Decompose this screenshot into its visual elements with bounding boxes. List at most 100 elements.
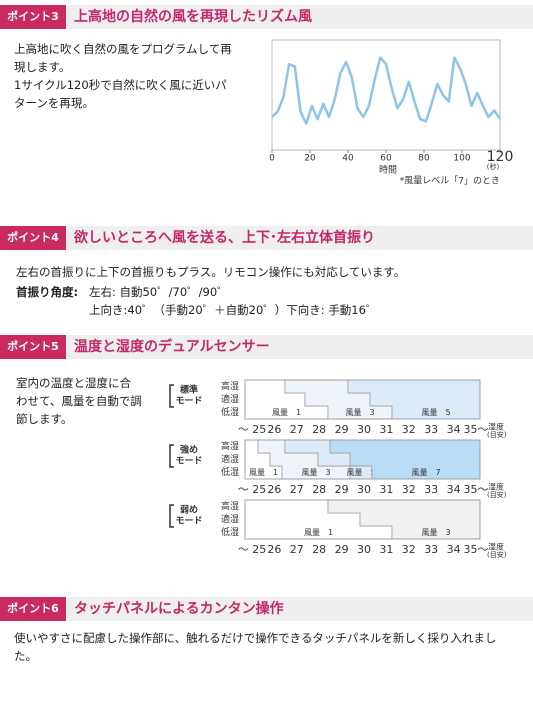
plot-frame (271, 39, 501, 151)
x-tick-label: 20 (304, 154, 316, 164)
temp-label: 26 (267, 483, 281, 496)
temp-label: 27 (290, 423, 304, 436)
axis-label: 湿度 (488, 422, 504, 432)
zone-label: 風量 3 (301, 468, 330, 477)
grid-frame (244, 379, 481, 420)
zone-label: 風量 1 (249, 468, 278, 477)
temp-label: 31 (379, 423, 393, 436)
section-header: ポイント3 上高地の自然の風を再現したリズム風 (0, 5, 533, 29)
zone-label: 風量 3 (421, 528, 450, 537)
temp-label: 28 (312, 483, 326, 496)
temp-label: 29 (335, 423, 349, 436)
body-text: 現します。 (14, 60, 71, 74)
temp-label: 34 (447, 483, 461, 496)
temp-label: 35〜 (464, 543, 489, 556)
temp-label: 30 (357, 423, 371, 436)
x-tick-label: 60 (380, 154, 392, 164)
row-label: 高湿 (221, 500, 239, 512)
mode-name: 弱め (180, 505, 198, 516)
section-header: ポイント6 タッチパネルによるカンタン操作 (0, 597, 533, 621)
x-tick-label: 120 (487, 149, 514, 165)
bracket (169, 384, 174, 408)
mode-name: モード (175, 456, 202, 467)
temp-label: 34 (447, 543, 461, 556)
axis-note: (目安) (487, 490, 507, 499)
row-label: 適湿 (221, 393, 239, 405)
badge: ポイント5 (0, 335, 66, 359)
axis-note: (目安) (487, 550, 507, 559)
section-title: タッチパネルによるカンタン操作 (74, 601, 284, 617)
temp-label: 28 (312, 423, 326, 436)
temp-label: 30 (357, 483, 371, 496)
temp-label: 32 (402, 483, 416, 496)
temp-label: 28 (312, 543, 326, 556)
temp-label: 29 (335, 483, 349, 496)
note: *風量レベル「7」のとき (400, 176, 500, 187)
temp-label: 31 (379, 483, 393, 496)
temp-label: 33 (424, 543, 438, 556)
axis-note: (目安) (487, 430, 507, 439)
mode-name: モード (175, 396, 202, 407)
angle-text: 上向き:40゜（手動20゜＋自動20゜）下向き: 手動16゜ (89, 303, 378, 317)
row-label: 適湿 (221, 513, 239, 525)
angle-label: 首振り角度: (16, 285, 79, 299)
body-text: 室内の温度と湿度に合 (16, 376, 131, 390)
mode-name: 標準 (180, 384, 198, 396)
zone-label: 風量 1 (304, 528, 333, 537)
temp-label: 32 (402, 543, 416, 556)
row-label: 適湿 (221, 453, 239, 465)
temp-label: 26 (267, 543, 281, 556)
grid-frame (244, 499, 481, 540)
angle-text: 左右: 自動50゜/70゜/90゜ (89, 285, 229, 299)
body-text: 左右の首振りに上下の首振りもプラス。リモコン操作にも対応しています。 (16, 265, 406, 279)
body-text: 節します。 (16, 412, 73, 426)
section-header: ポイント5 温度と湿度のデュアルセンサー (0, 335, 533, 359)
zone-label: 風量 5 (346, 468, 375, 477)
bracket (169, 444, 174, 468)
temp-label: 〜 25 (238, 543, 267, 556)
body-text: 上高地に吹く自然の風をプログラムして再 (14, 42, 232, 56)
mode-name: モード (175, 516, 202, 527)
row-label: 低湿 (221, 466, 239, 478)
row-label: 高湿 (221, 380, 239, 392)
zone-label: 風量 5 (421, 408, 450, 417)
temp-label: 〜 25 (238, 423, 267, 436)
temp-label: 26 (267, 423, 281, 436)
zone-label: 風量 7 (411, 468, 440, 477)
temp-label: 27 (290, 543, 304, 556)
row-label: 低湿 (221, 526, 239, 538)
row-label: 低湿 (221, 406, 239, 418)
section-title: 温度と湿度のデュアルセンサー (74, 339, 270, 355)
body-text: 1サイクル120秒で自然に吹く風に近いパ (14, 78, 227, 92)
line (271, 56, 502, 125)
x-unit: (秒) (487, 162, 500, 171)
temp-label: 34 (447, 423, 461, 436)
body-text: た。 (14, 649, 37, 663)
temp-label: 33 (424, 483, 438, 496)
temp-label: 31 (379, 543, 393, 556)
x-axis-label: 時間 (379, 165, 397, 176)
x-tick-label: 80 (418, 154, 430, 164)
temp-label: 33 (424, 423, 438, 436)
x-tick-label: 0 (269, 154, 275, 164)
bracket (169, 504, 174, 528)
zone-label: 風量 3 (345, 408, 374, 417)
grid-frame (244, 439, 481, 480)
section-header: ポイント4 欲しいところへ風を送る、上下･左右立体首振り (0, 226, 533, 250)
axis-label: 湿度 (488, 482, 504, 492)
x-tick-label: 40 (342, 154, 354, 164)
badge: ポイント3 (0, 5, 66, 29)
zone-label: 風量 1 (272, 408, 301, 417)
temp-label: 29 (335, 543, 349, 556)
badge: ポイント4 (0, 226, 66, 250)
body-text: 使いやすさに配慮した操作部に、触れるだけで操作できるタッチパネルを新しく採り入れ… (14, 631, 497, 645)
section-title: 欲しいところへ風を送る、上下･左右立体首振り (74, 230, 375, 246)
axis-label: 湿度 (488, 542, 504, 552)
mode-name: 強め (180, 444, 198, 456)
temp-label: 32 (402, 423, 416, 436)
section-title: 上高地の自然の風を再現したリズム風 (74, 9, 312, 25)
row-label: 高湿 (221, 440, 239, 452)
body-text: わせて、風量を自動で調 (16, 394, 142, 408)
